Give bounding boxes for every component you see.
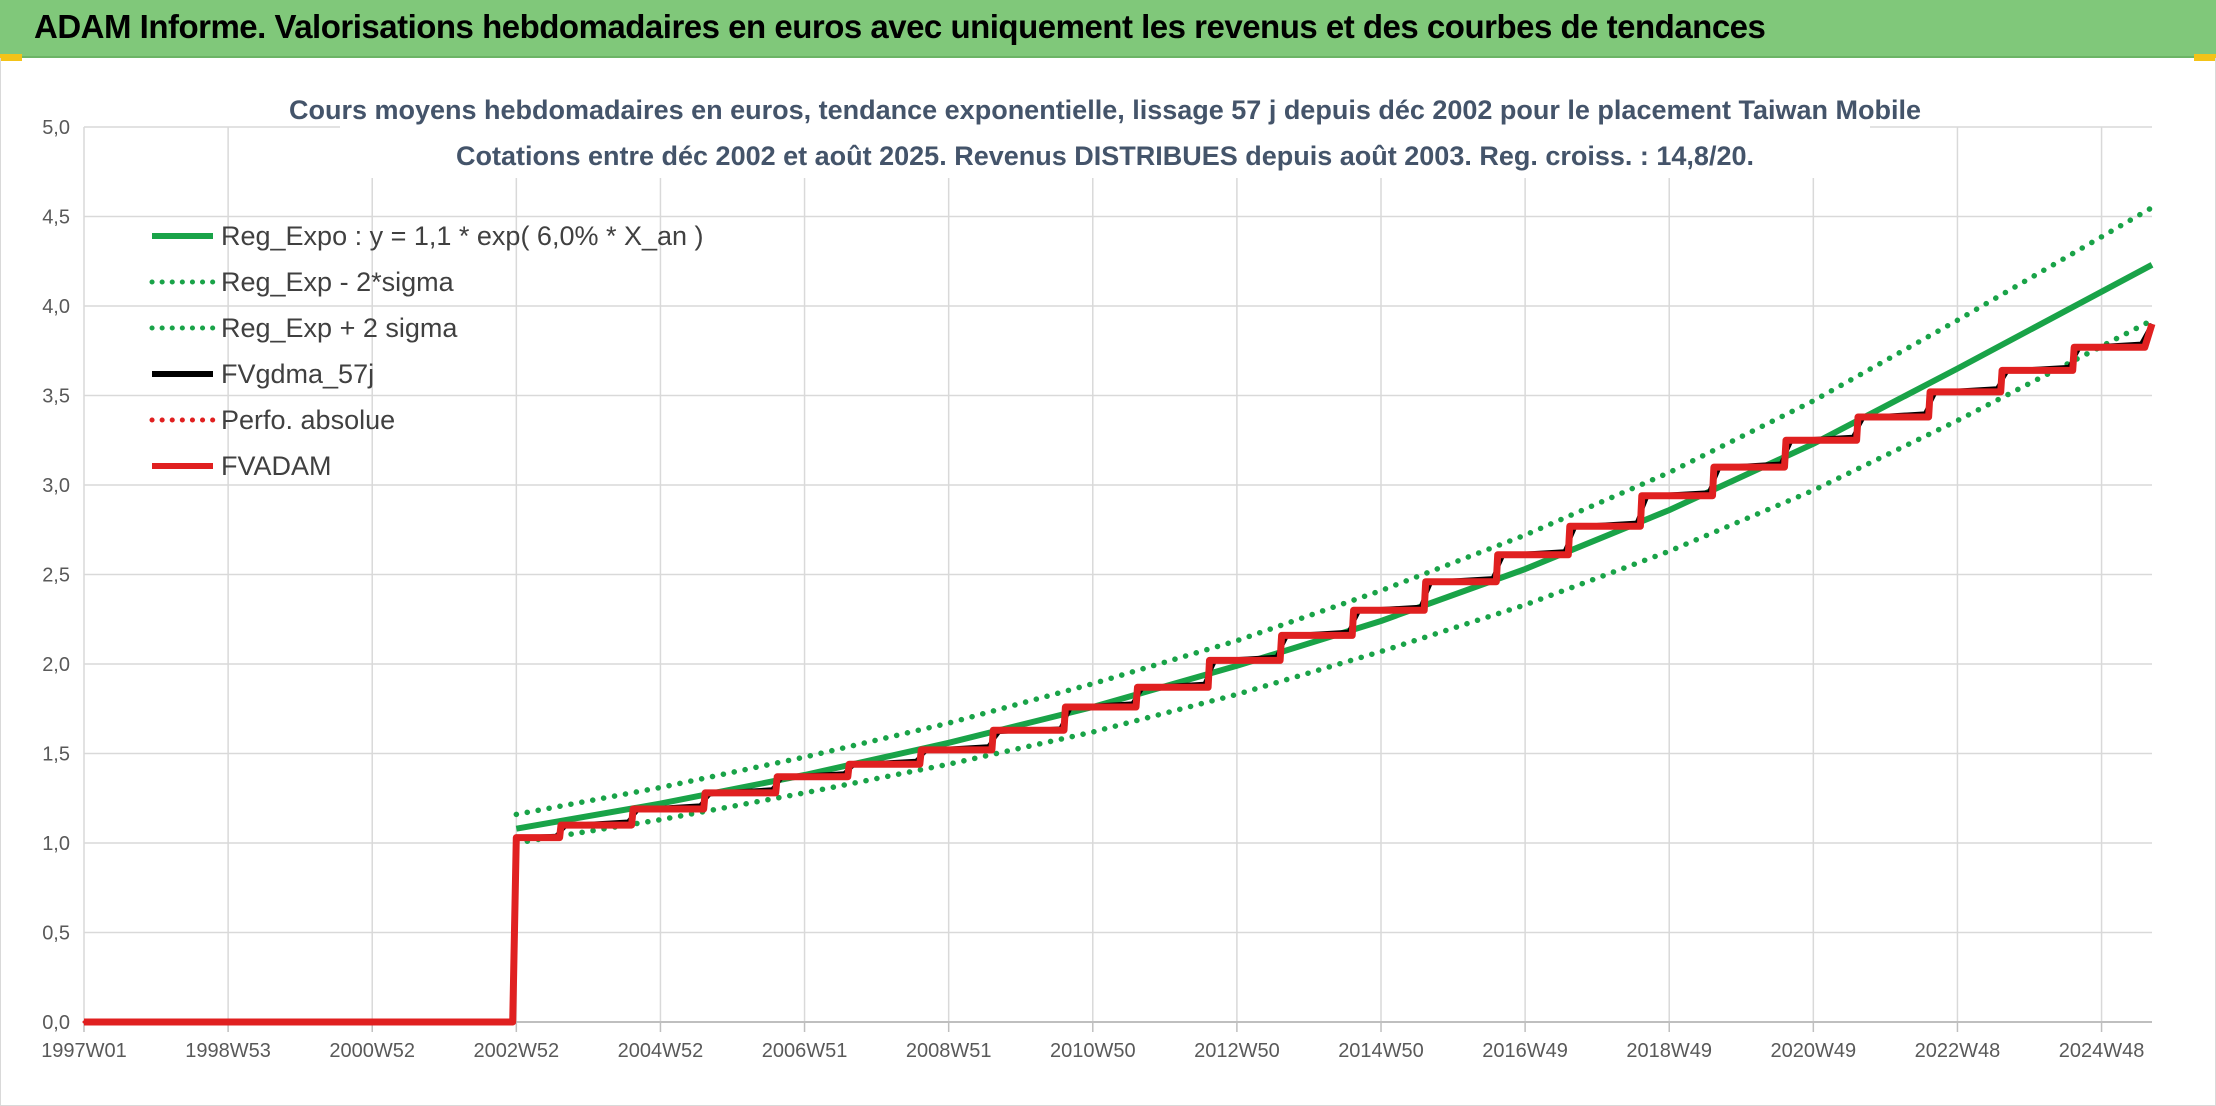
grid <box>83 126 2152 1032</box>
series-line-1 <box>513 317 2155 846</box>
x-tick-label: 2002W52 <box>474 1040 560 1062</box>
x-tick-label: 2016W49 <box>1482 1040 1568 1062</box>
y-tick-label: 3,0 <box>42 475 70 497</box>
legend-label: FVADAM <box>221 451 332 481</box>
x-tick-label: 2020W49 <box>1771 1040 1857 1062</box>
report-title: ADAM Informe. Valorisations hebdomadaire… <box>34 8 1766 45</box>
series-line-4 <box>82 327 2154 1024</box>
y-tick-label: 0,5 <box>42 923 70 945</box>
x-tick-label: 2018W49 <box>1626 1040 1712 1062</box>
y-tick-label: 2,5 <box>42 565 70 587</box>
y-tick-label: 1,5 <box>42 744 70 766</box>
x-axis-ticks: 1997W01 1998W53 2000W52 2002W52 2004W52 2006W… <box>41 1040 2144 1062</box>
x-tick-label: 1998W53 <box>185 1040 271 1062</box>
y-tick-label: 3,5 <box>42 386 70 408</box>
report-banner: ADAM Informe. Valorisations hebdomadaire… <box>0 0 2216 58</box>
y-tick-label: 4,0 <box>42 296 70 318</box>
legend-label: Reg_Exp - 2*sigma <box>221 267 455 297</box>
x-tick-label: 1997W01 <box>41 1040 127 1062</box>
corner-marker-left <box>0 54 22 61</box>
y-tick-label: 0,0 <box>42 1012 70 1034</box>
y-tick-label: 5,0 <box>42 117 70 139</box>
y-tick-label: 2,0 <box>42 654 70 676</box>
chart-titles: Cours moyens hebdomadaires en euros, ten… <box>289 88 1921 178</box>
legend-label: Reg_Exp + 2 sigma <box>221 313 458 343</box>
corner-marker-right <box>2194 54 2216 61</box>
x-tick-label: 2004W52 <box>618 1040 704 1062</box>
x-tick-label: 2006W51 <box>762 1040 848 1062</box>
series-line-0 <box>515 262 2154 832</box>
chart-title: Cours moyens hebdomadaires en euros, ten… <box>289 95 1921 125</box>
chart-subtitle: Cotations entre déc 2002 et août 2025. R… <box>456 141 1754 171</box>
y-tick-label: 1,0 <box>42 833 70 855</box>
x-tick-label: 2008W51 <box>906 1040 992 1062</box>
legend-label: Perfo. absolue <box>221 405 395 435</box>
series-lines <box>82 204 2156 1026</box>
x-tick-label: 2014W50 <box>1338 1040 1424 1062</box>
legend-label: FVgdma_57j <box>221 359 374 389</box>
x-tick-label: 2022W48 <box>1915 1040 2001 1062</box>
legend: Reg_Expo : y = 1,1 * exp( 6,0% * X_an ) R… <box>149 221 704 481</box>
y-tick-label: 4,5 <box>42 207 70 229</box>
title-background <box>340 88 1870 178</box>
y-axis-ticks: 0,0 0,5 1,0 1,5 2,0 2,5 3,0 3,5 4,0 4,5 5,0 <box>42 117 70 1034</box>
x-tick-label: 2010W50 <box>1050 1040 1136 1062</box>
x-tick-label: 2012W50 <box>1194 1040 1280 1062</box>
series-line-2 <box>513 204 2155 818</box>
legend-label: Reg_Expo : y = 1,1 * exp( 6,0% * X_an ) <box>221 221 704 251</box>
x-tick-label: 2024W48 <box>2059 1040 2145 1062</box>
x-tick-label: 2000W52 <box>329 1040 415 1062</box>
